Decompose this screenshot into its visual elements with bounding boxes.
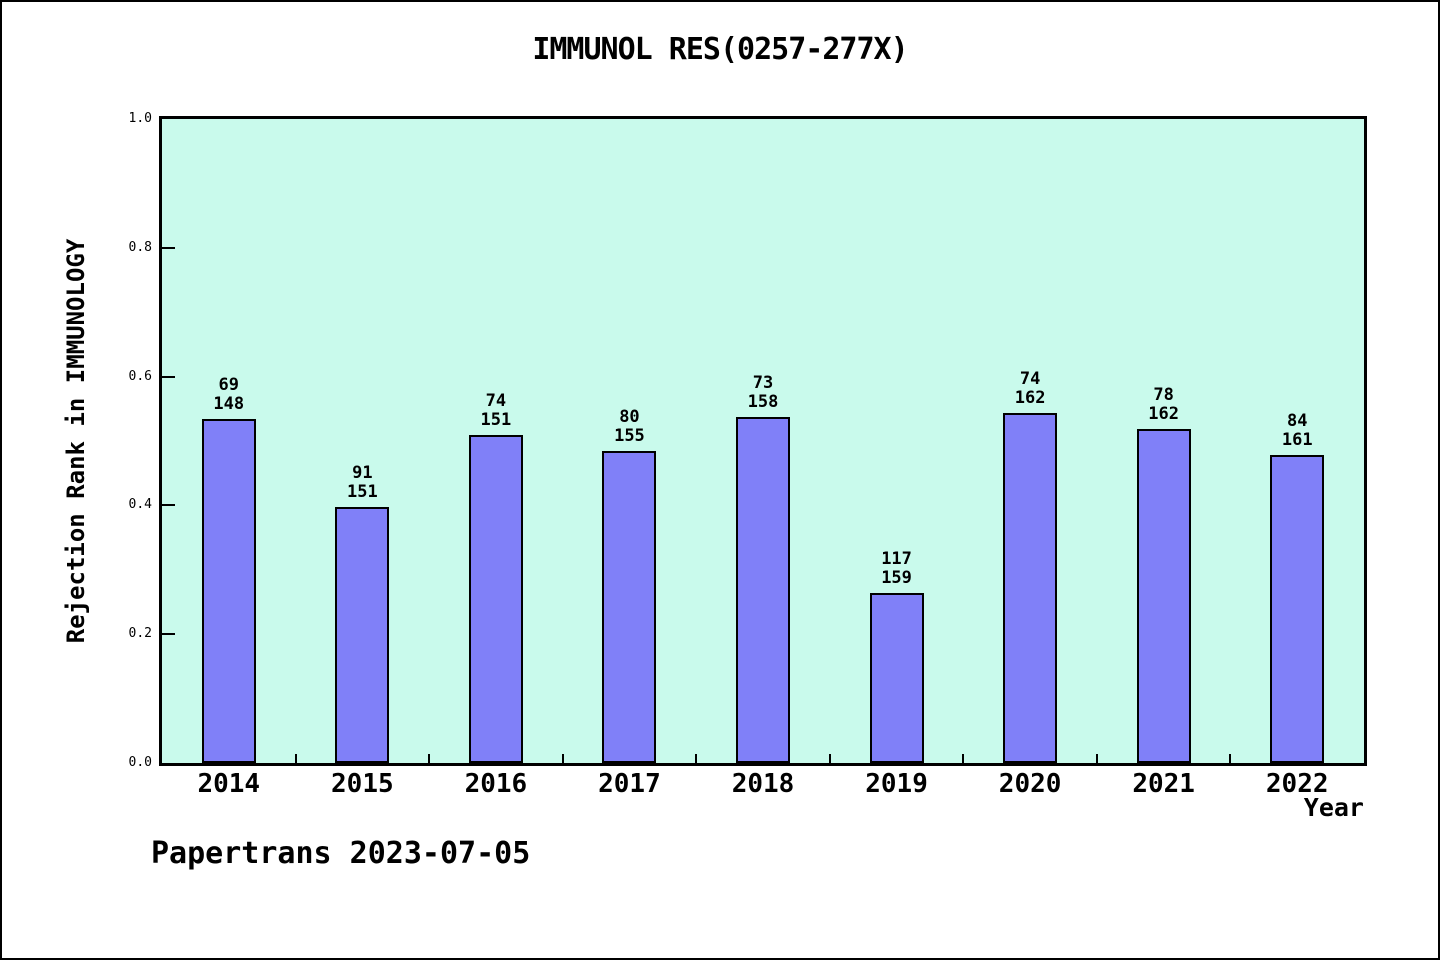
y-tick-label: 1.0 (128, 111, 152, 126)
y-tick-mark (162, 375, 175, 378)
x-tick-mark (428, 754, 431, 763)
bar-label-2020: 74 162 (1014, 369, 1046, 409)
footer-watermark: Papertrans 2023-07-05 (151, 836, 531, 871)
bar-2016 (468, 434, 523, 763)
x-tick-mark (1229, 754, 1232, 763)
bar-label-2021: 78 162 (1148, 384, 1180, 424)
x-tick-label-2022: 2022 (1265, 769, 1329, 799)
y-axis-label: Rejection Rank in IMMUNOLOGY (62, 238, 90, 644)
x-tick-label-2020: 2020 (998, 769, 1062, 799)
x-tick-label-2018: 2018 (731, 769, 795, 799)
x-tick-label-2019: 2019 (865, 769, 928, 799)
bar-2022 (1270, 455, 1325, 763)
y-tick-label: 0.8 (128, 239, 152, 255)
x-tick-mark (294, 754, 297, 763)
x-tick-mark (561, 754, 564, 763)
x-tick-label-2021: 2021 (1132, 769, 1195, 799)
x-tick-mark (828, 754, 831, 763)
x-tick-mark (695, 754, 698, 763)
bar-2021 (1136, 428, 1191, 763)
bar-label-2017: 80 155 (614, 407, 645, 447)
x-tick-mark (1095, 754, 1098, 763)
x-tick-mark (962, 754, 965, 763)
y-tick-label: 0.0 (128, 755, 152, 770)
y-tick-mark (162, 504, 175, 507)
y-tick-mark (162, 633, 175, 636)
bar-label-2015: 91 151 (346, 463, 378, 503)
chart-title: IMMUNOL RES(0257-277X) (532, 32, 908, 67)
bar-2015 (335, 507, 390, 763)
bar-2018 (736, 416, 790, 763)
y-tick-label: 0.2 (128, 626, 152, 642)
y-tick-label: 0.4 (128, 497, 152, 513)
x-tick-label-2015: 2015 (331, 769, 394, 799)
x-axis-label: Year (1303, 793, 1364, 822)
y-tick-label: 0.6 (128, 368, 152, 384)
bar-label-2022: 84 161 (1281, 411, 1313, 451)
bar-label-2016: 74 151 (480, 390, 512, 430)
bar-label-2018: 73 158 (747, 372, 779, 412)
plot-area: 69 148 91 151 74 151 80 155 73 158 117 159 74 … (159, 116, 1367, 766)
x-tick-label-2017: 2017 (598, 769, 661, 799)
y-tick-mark (162, 246, 175, 249)
x-tick-label-2014: 2014 (197, 769, 261, 799)
bar-2017 (602, 451, 657, 763)
bar-2019 (869, 592, 924, 763)
x-tick-label-2016: 2016 (464, 769, 528, 799)
bar-2014 (201, 419, 256, 763)
bar-2020 (1003, 413, 1058, 763)
bar-label-2019: 117 159 (881, 548, 912, 588)
bar-label-2014: 69 148 (213, 375, 245, 415)
